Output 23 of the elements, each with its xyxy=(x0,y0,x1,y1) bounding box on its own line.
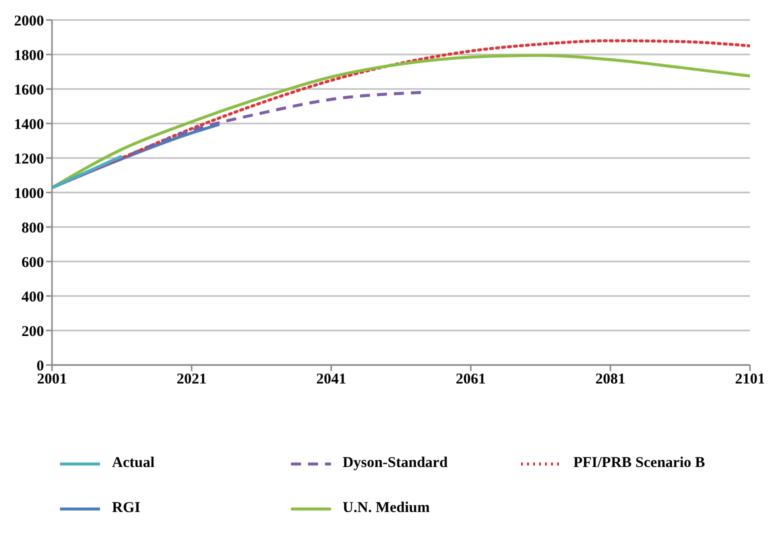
x-tick-label: 2001 xyxy=(37,372,67,388)
y-tick-label: 600 xyxy=(22,254,44,271)
y-tick-label: 1400 xyxy=(14,116,44,133)
legend-label: U.N. Medium xyxy=(342,500,430,517)
x-tick-label: 2041 xyxy=(316,372,346,388)
line-series xyxy=(52,90,424,190)
legend-label: RGI xyxy=(112,500,140,517)
y-tick-label: 1600 xyxy=(14,82,44,98)
y-tick-label: 1000 xyxy=(14,186,44,202)
x-tick-label: 2021 xyxy=(176,372,207,388)
y-tick-label: 0 xyxy=(36,358,44,374)
y-tick-label: 200 xyxy=(22,324,44,340)
x-tick-label: 2101 xyxy=(735,372,765,388)
legend-label: Dyson-Standard xyxy=(342,455,448,472)
y-tick-label: 1800 xyxy=(14,48,44,64)
y-tick-label: 1200 xyxy=(14,151,44,168)
y-tick-label: 400 xyxy=(22,289,44,306)
x-tick-label: 2061 xyxy=(456,372,486,388)
x-tick-label: 2081 xyxy=(595,372,626,388)
y-tick-label: 800 xyxy=(22,220,44,236)
legend-label: PFI/PRB Scenario B xyxy=(573,455,705,472)
legend-label: Actual xyxy=(112,455,154,472)
y-tick-label: 2000 xyxy=(14,13,44,30)
